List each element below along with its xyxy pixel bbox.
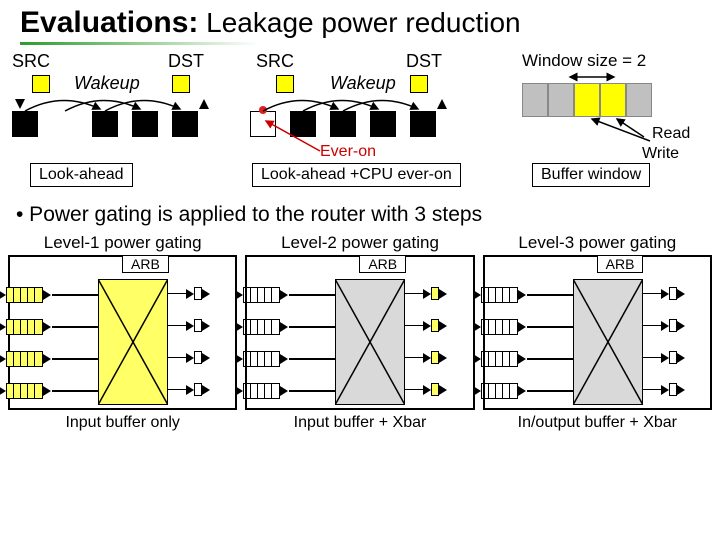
input-buffer (243, 287, 280, 303)
router-levels-row: Level-1 power gating ARB Input buffer on… (0, 231, 720, 432)
xbar-cross-icon (573, 279, 643, 405)
level1-col: Level-1 power gating ARB Input buffer on… (6, 233, 239, 432)
output-row (643, 319, 685, 332)
router-diagram: ARB (483, 255, 712, 410)
input-buffer (6, 287, 43, 303)
input-row (0, 351, 51, 367)
input-buffer (6, 319, 43, 335)
input-row (235, 351, 288, 367)
input-row (473, 351, 526, 367)
router-diagram: ARB (8, 255, 237, 410)
panel-lookahead-cpu: SRC DST Wakeup Ever-on Look-ahead +CPU e… (250, 51, 502, 195)
input-buffer (243, 351, 280, 367)
read-label: Read (652, 125, 690, 143)
input-row (235, 287, 288, 303)
output-row (405, 319, 447, 332)
level2-caption: Input buffer + Xbar (243, 414, 476, 432)
input-buffer (481, 287, 518, 303)
input-buffer (243, 383, 280, 399)
everon-label: Ever-on (320, 143, 376, 161)
bullet-text: • Power gating is applied to the router … (0, 195, 720, 231)
input-row (235, 383, 288, 399)
level1-caption: Input buffer only (6, 414, 239, 432)
input-buffer (6, 351, 43, 367)
wakeup-arcs (250, 51, 470, 181)
input-buffer (243, 319, 280, 335)
level3-title: Level-3 power gating (481, 233, 714, 253)
title-bold: Evaluations: (20, 6, 198, 39)
input-row (0, 319, 51, 335)
level2-col: Level-2 power gating ARB Input buffer + … (243, 233, 476, 432)
xbar-cross-icon (98, 279, 168, 405)
lookahead-cpu-box: Look-ahead +CPU ever-on (252, 163, 461, 187)
output-row (405, 287, 447, 300)
output-row (168, 287, 210, 300)
input-row (473, 287, 526, 303)
input-row (473, 383, 526, 399)
rw-arrows (502, 51, 712, 181)
output-row (405, 351, 447, 364)
input-row (0, 383, 51, 399)
input-buffer (481, 383, 518, 399)
input-row (473, 319, 526, 335)
output-row (405, 383, 447, 396)
output-row (643, 351, 685, 364)
arb-box: ARB (597, 255, 644, 273)
arb-box: ARB (122, 255, 169, 273)
level3-col: Level-3 power gating ARB In/output buffe… (481, 233, 714, 432)
panel-lookahead: SRC DST Wakeup Look-ahead (12, 51, 250, 195)
lookahead-box: Look-ahead (30, 163, 133, 187)
buffer-window-box: Buffer window (532, 163, 650, 187)
input-buffer (6, 383, 43, 399)
wakeup-diagrams-row: SRC DST Wakeup Look-ahead SRC DST Wakeup (0, 45, 720, 195)
router-diagram: ARB (245, 255, 474, 410)
input-row (235, 319, 288, 335)
output-row (643, 383, 685, 396)
level3-caption: In/output buffer + Xbar (481, 414, 714, 432)
wakeup-arcs (12, 51, 232, 151)
input-buffer (481, 351, 518, 367)
output-row (168, 351, 210, 364)
output-row (168, 383, 210, 396)
write-label: Write (642, 145, 679, 163)
arb-box: ARB (359, 255, 406, 273)
xbar-cross-icon (335, 279, 405, 405)
input-buffer (481, 319, 518, 335)
output-row (643, 287, 685, 300)
level2-title: Level-2 power gating (243, 233, 476, 253)
input-row (0, 287, 51, 303)
output-row (168, 319, 210, 332)
page-title: Evaluations: Leakage power reduction (0, 0, 720, 42)
level1-title: Level-1 power gating (6, 233, 239, 253)
panel-buffer-window: Window size = 2 Read Write Buffer window (502, 51, 714, 195)
title-rest: Leakage power reduction (198, 7, 520, 38)
